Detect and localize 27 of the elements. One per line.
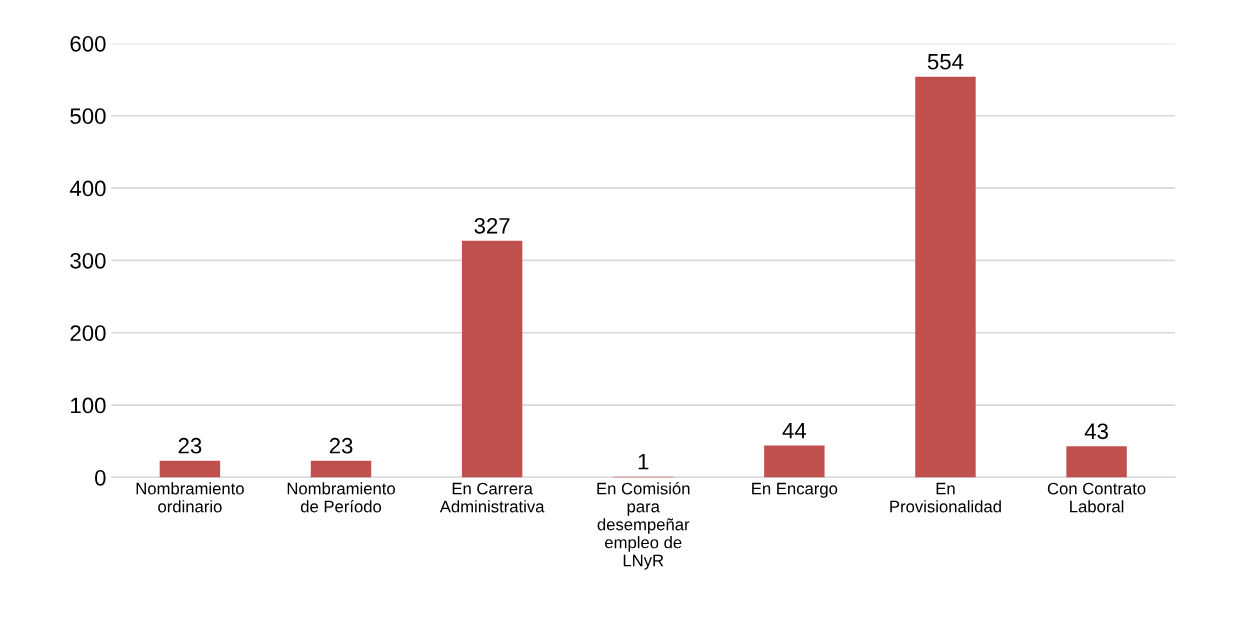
data-label: 1 xyxy=(638,454,649,470)
bar xyxy=(764,445,825,478)
y-tick-label: 500 xyxy=(70,108,106,124)
bar xyxy=(310,460,372,478)
data-label: 23 xyxy=(178,437,202,454)
y-tick-label: 400 xyxy=(69,180,106,197)
bar xyxy=(1066,446,1127,478)
y-tick-label: 200 xyxy=(70,325,106,341)
x-tick-label: En Comisión para desempeñar empleo de LNyR xyxy=(597,482,690,570)
data-label: 44 xyxy=(782,422,807,439)
y-tick-label: 600 xyxy=(70,35,106,52)
y-tick-label: 100 xyxy=(71,397,106,414)
x-tick-label: Con Contrato Laboral xyxy=(1047,482,1146,513)
x-tick-label: En Carrera Administrativa xyxy=(439,482,545,513)
data-label: 327 xyxy=(474,217,510,234)
bar xyxy=(915,76,976,478)
x-tick-label: Nombramiento ordinario xyxy=(136,482,244,513)
bar xyxy=(159,460,221,478)
y-tick-label: 0 xyxy=(94,469,106,486)
y-tick-label: 300 xyxy=(70,252,106,269)
x-tick-label: En Provisionalidad xyxy=(890,482,1001,513)
x-tick-label: En Encargo xyxy=(752,482,838,498)
x-tick-label: Nombramiento de Período xyxy=(287,482,395,513)
bar xyxy=(461,240,523,478)
data-label: 554 xyxy=(927,54,964,70)
data-label: 43 xyxy=(1084,423,1108,440)
data-label: 23 xyxy=(329,437,353,454)
